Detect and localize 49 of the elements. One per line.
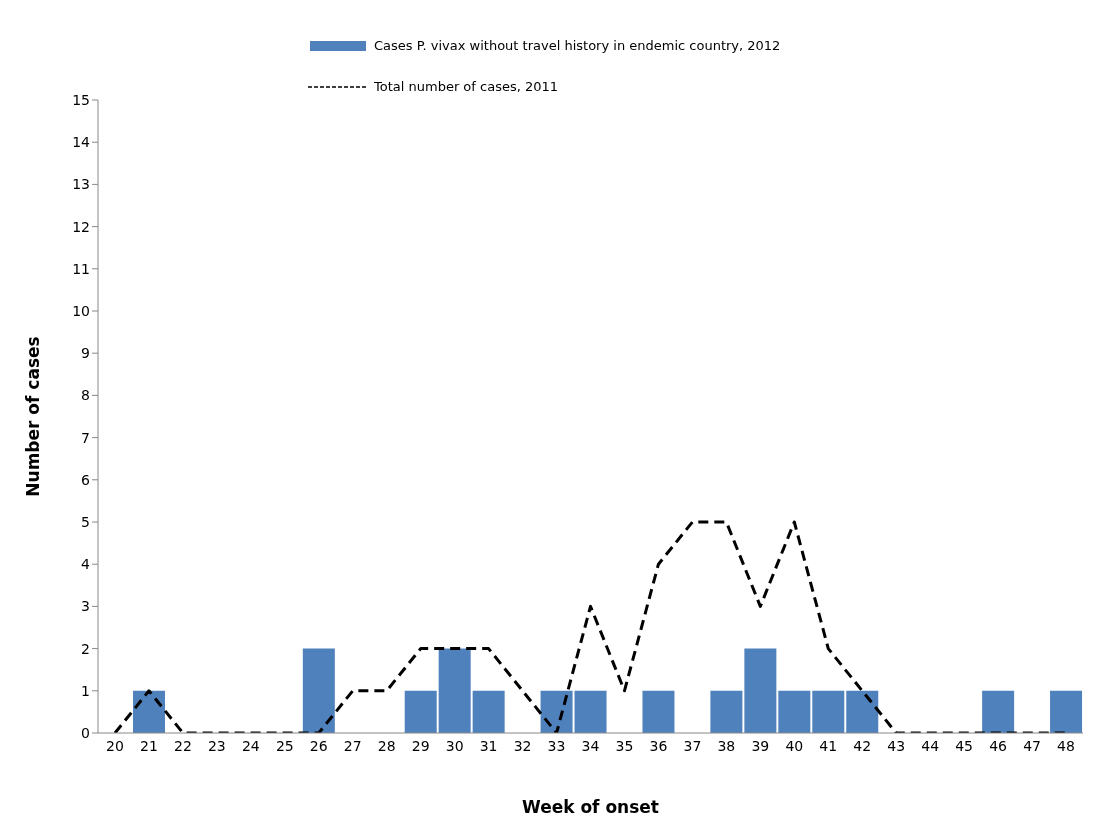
y-tick-label: 2 [81, 640, 90, 657]
x-tick-label: 24 [241, 737, 260, 754]
x-tick-label: 42 [853, 737, 872, 754]
y-tick-label: 0 [81, 724, 90, 741]
y-tick-label: 1 [81, 682, 90, 699]
x-tick-label: 45 [955, 737, 974, 754]
legend-label: Cases P. vivax without travel history in endemic country, 2012 [374, 38, 781, 53]
x-tick-label: 36 [649, 737, 668, 754]
x-tick-label: 22 [174, 737, 192, 754]
y-tick-label: 7 [81, 429, 90, 446]
x-tick-label: 41 [819, 737, 838, 754]
y-tick-label: 6 [81, 471, 91, 488]
x-tick-label: 20 [106, 737, 124, 754]
y-tick-label: 8 [81, 387, 90, 404]
y-tick-label: 14 [72, 134, 91, 151]
x-tick-label: 47 [1023, 737, 1041, 754]
x-tick-label: 35 [615, 737, 634, 754]
x-tick-label: 25 [275, 737, 294, 754]
x-tick-label: 33 [547, 737, 566, 754]
x-tick-label: 23 [207, 737, 226, 754]
y-tick-label: 12 [72, 218, 90, 235]
legend-label: Total number of cases, 2011 [374, 79, 559, 94]
x-tick-label: 31 [479, 737, 498, 754]
y-tick-label: 11 [72, 260, 90, 277]
y-tick-label: 3 [81, 598, 90, 615]
x-tick-label: 44 [921, 737, 940, 754]
x-tick-label: 38 [717, 737, 736, 754]
x-tick-label: 40 [785, 737, 804, 754]
x-tick-label: 32 [513, 737, 532, 754]
y-tick-label: 9 [81, 345, 90, 362]
x-tick-label: 34 [581, 737, 600, 754]
x-tick-label: 21 [140, 737, 158, 754]
y-tick-label: 13 [72, 176, 90, 193]
x-tick-label: 29 [411, 737, 430, 754]
x-tick-label: 27 [343, 737, 362, 754]
y-tick-label: 5 [81, 513, 90, 530]
y-tick-label: 10 [72, 302, 90, 319]
y-axis-title: Number of cases [23, 336, 44, 497]
x-tick-label: 30 [445, 737, 464, 754]
x-tick-label: 48 [1057, 737, 1075, 754]
x-tick-label: 46 [989, 737, 1008, 754]
x-tick-label: 37 [683, 737, 702, 754]
y-tick-label: 4 [81, 556, 91, 573]
y-tick-label: 15 [72, 91, 90, 108]
x-tick-label: 39 [751, 737, 770, 754]
x-axis-title: Week of onset [522, 797, 659, 817]
x-tick-label: 26 [309, 737, 328, 754]
x-tick-label: 43 [887, 737, 906, 754]
x-tick-label: 28 [377, 737, 396, 754]
